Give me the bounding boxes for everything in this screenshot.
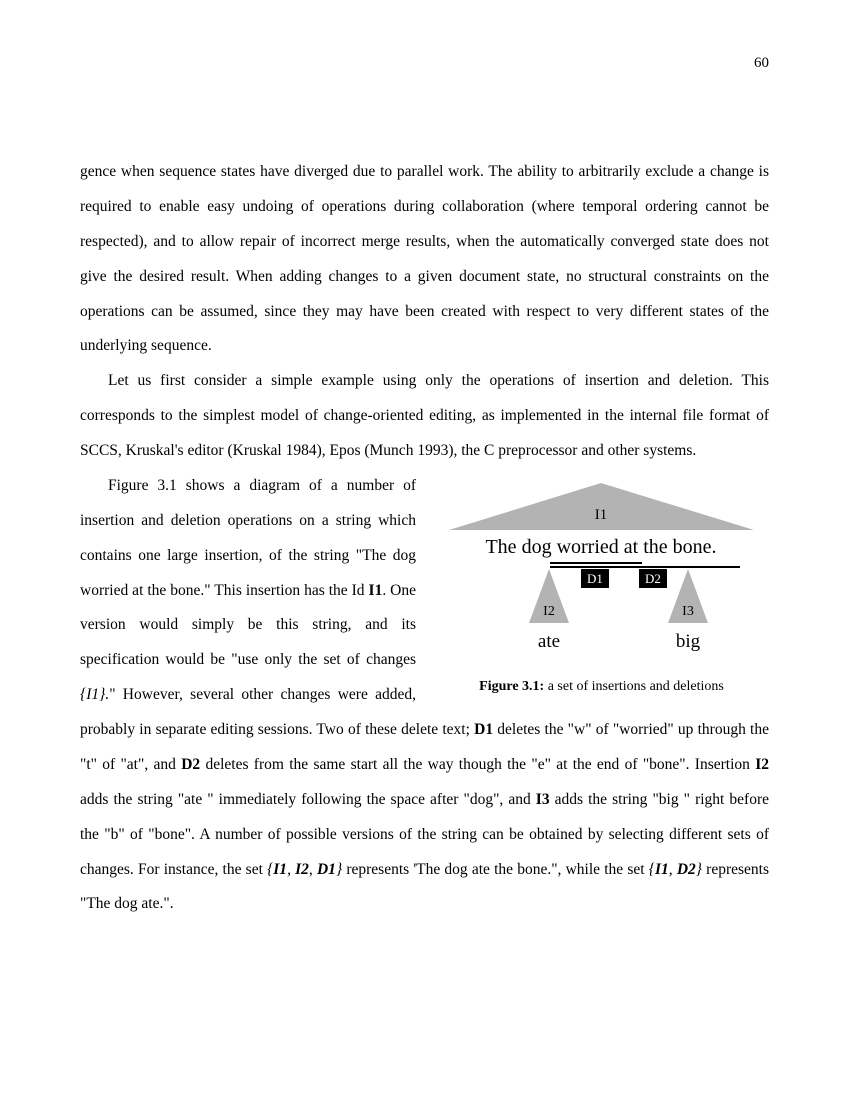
figure-caption: Figure 3.1: a set of insertions and dele…	[434, 671, 769, 703]
ref-d1-1: D1	[474, 721, 493, 738]
p3-e: deletes from the same start all the way …	[200, 756, 755, 773]
ref-i1-1: I1	[369, 582, 383, 599]
ref-i2-1: I2	[755, 756, 769, 773]
p3-f: adds the string "ate " immediately follo…	[80, 791, 536, 808]
text-wrap-block: Let us first consider a simple example u…	[80, 364, 769, 922]
figure-diagram: I1 The dog worried at the bone. D1 D2 I2	[434, 475, 769, 665]
figure-caption-text: a set of insertions and deletions	[544, 679, 724, 694]
ref-set3-s1: ,	[669, 861, 677, 878]
p3-h: represents 'The dog ate the bone.", whil…	[342, 861, 649, 878]
ref-set2-d1: D1	[317, 861, 336, 878]
ref-set2-i2: I2	[295, 861, 309, 878]
page-number: 60	[754, 55, 769, 72]
page-content: gence when sequence states have diverged…	[80, 155, 769, 922]
ref-d2-1: D2	[181, 756, 200, 773]
ref-set2-s1: ,	[287, 861, 295, 878]
text-ate: ate	[538, 631, 560, 652]
page: 60 gence when sequence states have diver…	[0, 0, 849, 1100]
ref-set2-s2: ,	[309, 861, 317, 878]
ref-i3-1: I3	[536, 791, 550, 808]
figure-caption-label: Figure 3.1:	[479, 679, 544, 694]
ref-set3-i1: I1	[655, 861, 669, 878]
label-i2: I2	[543, 604, 555, 619]
p3-a: Figure 3.1 shows a diagram of a number o…	[80, 477, 416, 599]
text-big: big	[676, 631, 701, 652]
paragraph-2: Let us first consider a simple example u…	[80, 364, 769, 469]
label-d2: D2	[645, 571, 661, 586]
figure-3-1: I1 The dog worried at the bone. D1 D2 I2	[434, 475, 769, 703]
ref-set3-d2: D2	[677, 861, 696, 878]
label-i3: I3	[682, 604, 694, 619]
label-d1: D1	[587, 571, 603, 586]
paragraph-1: gence when sequence states have diverged…	[80, 155, 769, 364]
ref-set1: {I1}.	[80, 686, 109, 703]
p3-c: " However, several other changes were ad…	[80, 686, 474, 738]
label-i1: I1	[595, 507, 608, 523]
ref-set2-i1: I1	[273, 861, 287, 878]
main-string-text: The dog worried at the bone.	[485, 536, 716, 558]
